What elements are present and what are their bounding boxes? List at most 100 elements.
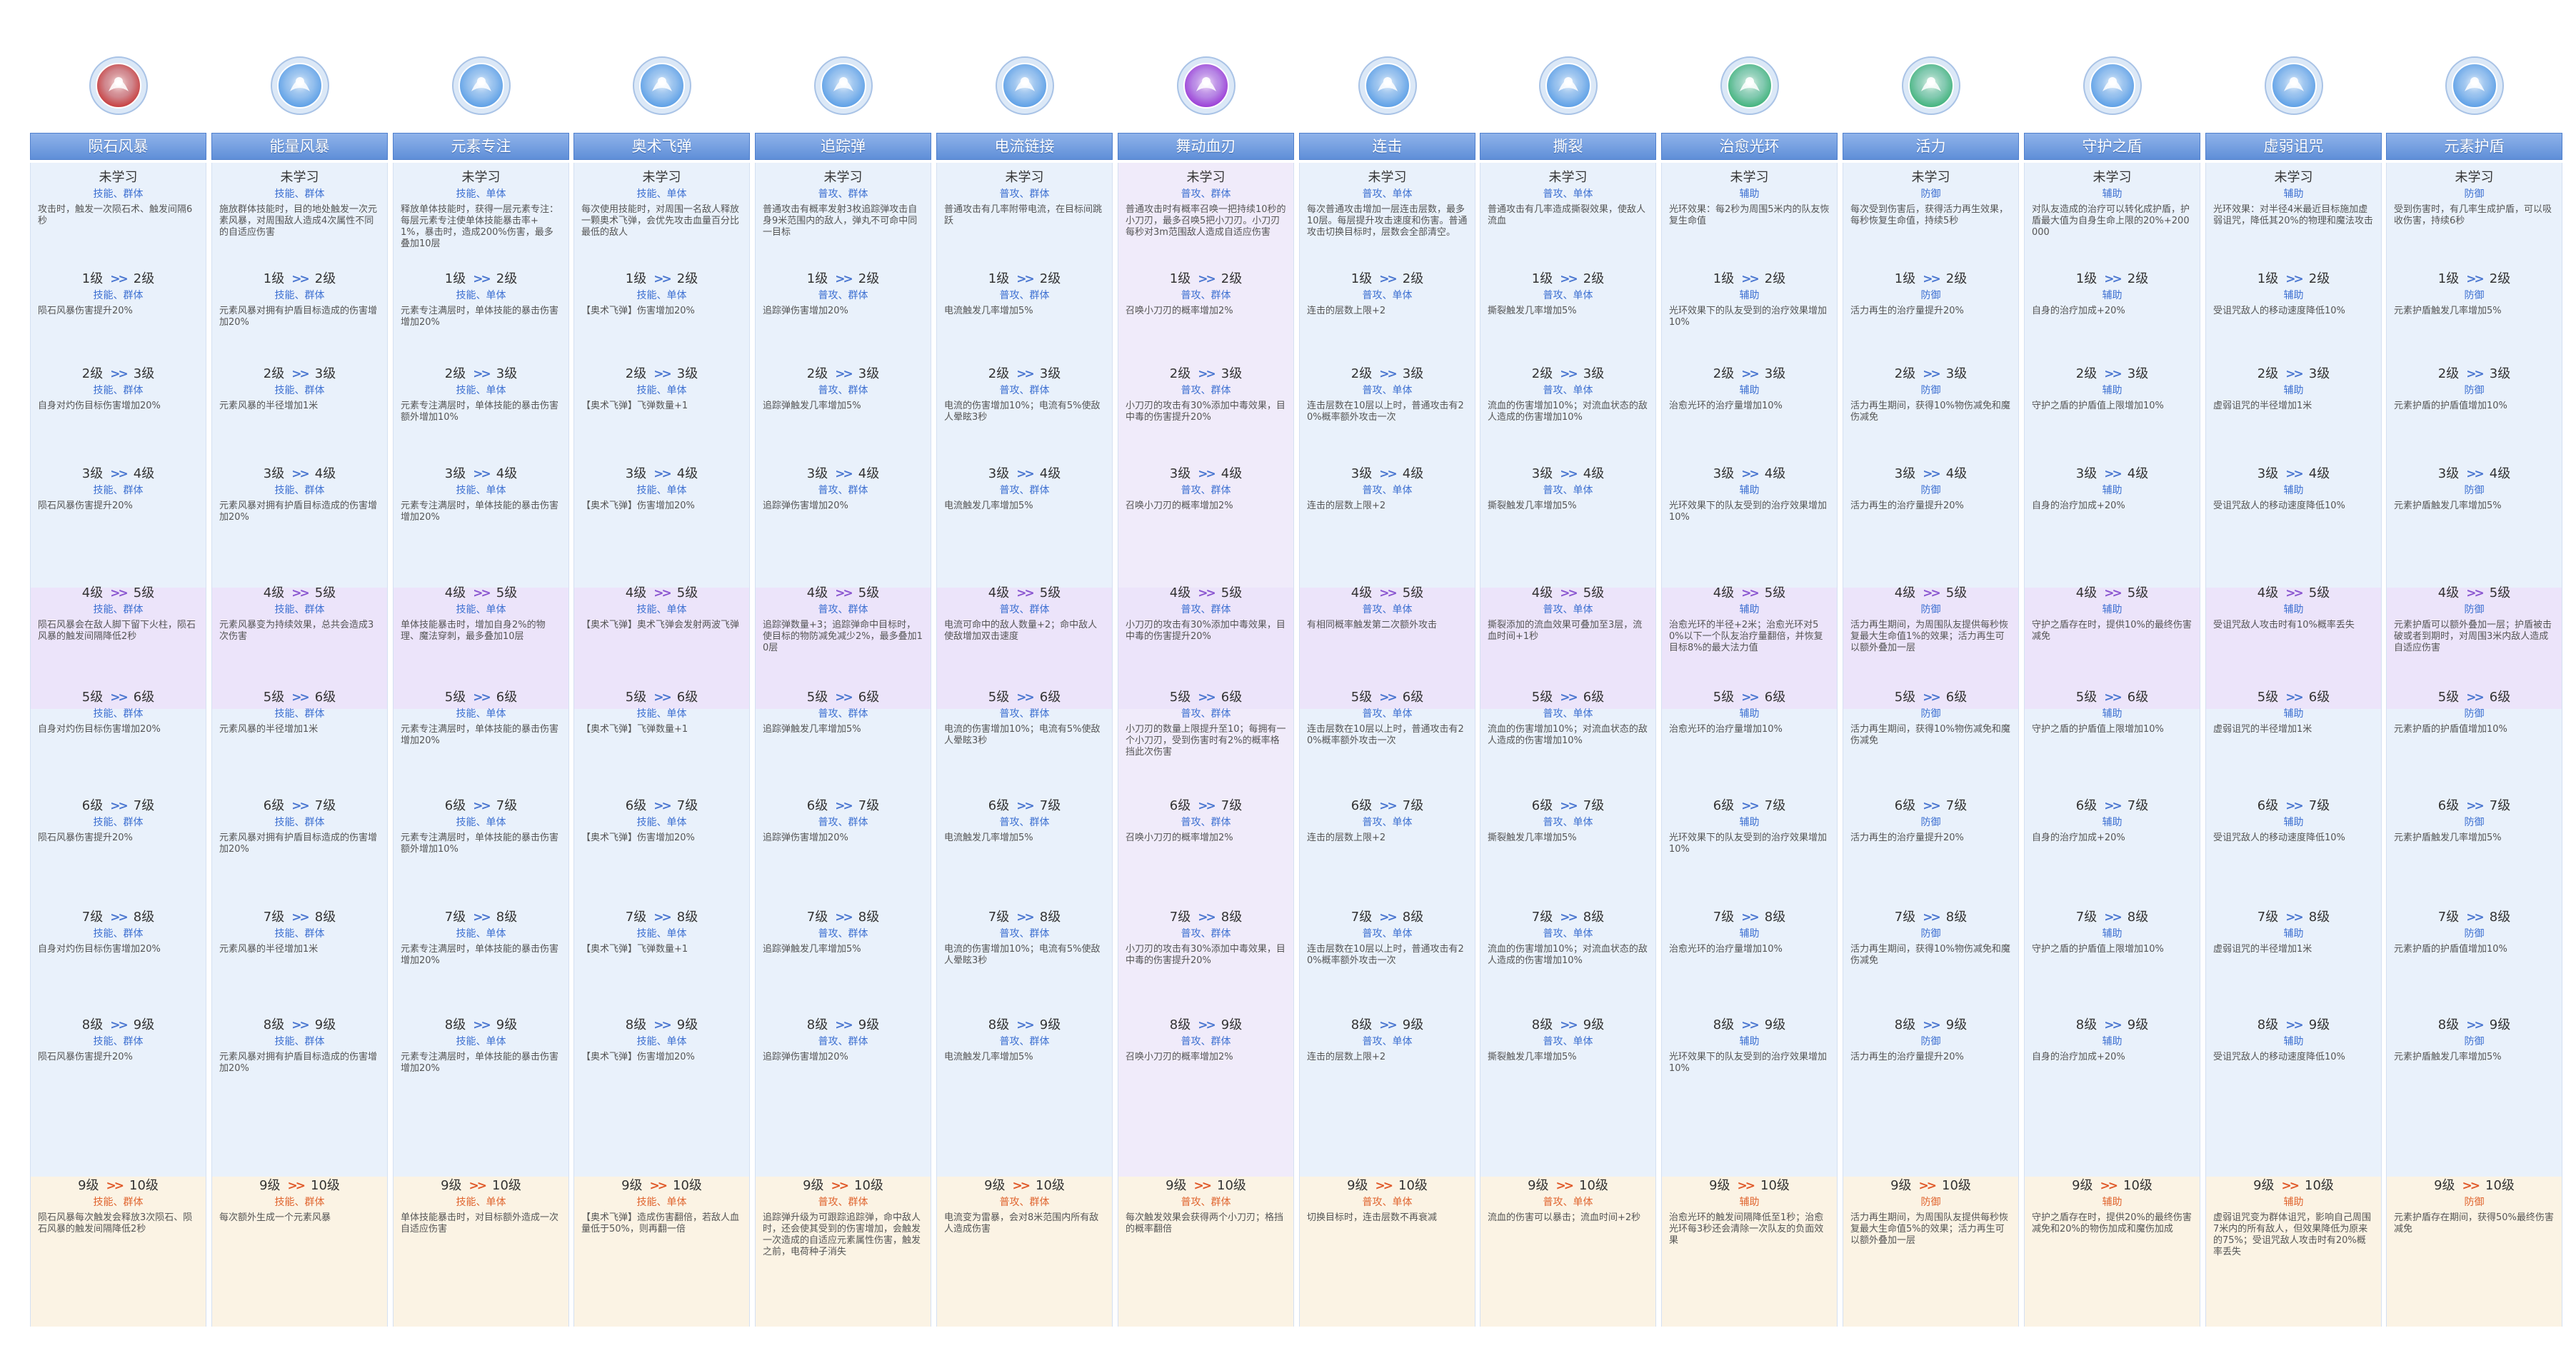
- upgrade-step: 2级 >> 3级 普攻、群体 追踪弹触发几率增加5%: [756, 365, 931, 412]
- upgrade-step: 5级 >> 6级 辅助 虚弱诅咒的半径增加1米: [2206, 688, 2381, 735]
- skill-icon-frame[interactable]: [1538, 56, 1598, 116]
- skill-icon-frame[interactable]: [2083, 56, 2143, 116]
- step-desc: 追踪弹伤害增加20%: [763, 306, 848, 316]
- double-chevron-right-icon: >>: [653, 910, 671, 925]
- base-desc: 释放单体技能时，获得一层元素专注：每层元素专注使单体技能暴击率+1%，暴击时，造…: [401, 204, 559, 249]
- tier-band-final: [1662, 1177, 1837, 1327]
- skill-icon-frame[interactable]: [1901, 56, 1961, 116]
- upgrade-step: 6级 >> 7级 技能、群体 元素风暴对拥有护盾目标造成的伤害增加20%: [212, 797, 387, 855]
- base-desc: 每次普通攻击增加一层连击层数，最多10层。每层提升攻击速度和伤害。普通攻击切换目…: [1307, 204, 1468, 238]
- double-chevron-right-icon: >>: [473, 272, 491, 286]
- upgrade-step: 8级 >> 9级 普攻、群体 电流触发几率增加5%: [937, 1016, 1112, 1063]
- upgrade-step: 2级 >> 3级 辅助 虚弱诅咒的半径增加1米: [2206, 365, 2381, 412]
- base-block: 未学习 技能、单体 每次使用技能时，对周围一名敌人释放一颗奥术飞弹，会优先攻击血…: [574, 169, 749, 238]
- element-shield-icon: [2445, 56, 2504, 115]
- step-tag: 防御: [2464, 604, 2485, 615]
- skill-card: 未学习 技能、单体 释放单体技能时，获得一层元素专注：每层元素专注使单体技能暴击…: [393, 163, 569, 1327]
- level-from: 1级: [263, 271, 285, 286]
- tier-band-final: [1843, 1177, 2018, 1327]
- step-desc: 治愈光环的治疗量增加10%: [1669, 401, 1783, 411]
- skill-icon-frame[interactable]: [451, 56, 511, 116]
- base-desc: 光环效果：对半径4米最近目标施加虚弱诅咒，降低其20%的物理和魔法攻击: [2213, 204, 2373, 226]
- upgrade-step: 3级 >> 4级 技能、群体 陨石风暴伤害提升20%: [31, 465, 206, 512]
- step-tag: 辅助: [2102, 485, 2123, 496]
- level-from: 8级: [988, 1017, 1010, 1032]
- skill-icon-frame[interactable]: [89, 56, 149, 116]
- base-tag: 辅助: [1739, 188, 1760, 200]
- double-chevron-right-icon: >>: [2285, 467, 2303, 481]
- tier-band-final: [2387, 1177, 2562, 1327]
- level-transition: 8级 >> 9级: [1118, 1016, 1293, 1035]
- skill-icon-frame[interactable]: [2445, 56, 2505, 116]
- level-from: 1级: [1531, 271, 1553, 286]
- step-desc: 受诅咒敌人攻击时有10%概率丢失: [2213, 620, 2355, 630]
- level-from: 3级: [444, 466, 466, 481]
- double-chevron-right-icon: >>: [106, 1179, 124, 1193]
- upgrade-step: 1级 >> 2级 防御 活力再生的治疗量提升20%: [1843, 270, 2018, 317]
- skill-column: 守护之盾 未学习 辅助 对队友造成的治疗可以转化成护盾，护盾最大值为自身生命上限…: [2024, 56, 2200, 1327]
- step-desc: 单体技能暴击时，增加自身2%的物理、魔法穿刺，最多叠加10层: [401, 620, 546, 642]
- step-tag: 普攻、群体: [818, 1197, 868, 1208]
- level-from: 8级: [2075, 1017, 2098, 1032]
- level-from: 2级: [625, 366, 647, 381]
- upgrade-step: 3级 >> 4级 技能、单体 【奥术飞弹】伤害增加20%: [574, 465, 749, 512]
- level-from: 9级: [621, 1178, 643, 1193]
- double-chevron-right-icon: >>: [468, 1179, 487, 1193]
- step-desc: 【奥术飞弹】伤害增加20%: [581, 833, 695, 843]
- step-desc: 流血的伤害增加10%；对流血状态的敌人造成的伤害增加10%: [1488, 724, 1648, 746]
- double-chevron-right-icon: >>: [291, 910, 309, 925]
- level-from: 6级: [1531, 798, 1553, 813]
- step-desc: 元素风暴的半径增加1米: [219, 724, 319, 735]
- level-from: 4级: [1350, 585, 1373, 600]
- skill-icon-frame[interactable]: [2264, 56, 2324, 116]
- skill-icon-frame[interactable]: [1176, 56, 1236, 116]
- upgrade-step: 8级 >> 9级 技能、群体 元素风暴对拥有护盾目标造成的伤害增加20%: [212, 1016, 387, 1075]
- double-chevron-right-icon: >>: [1560, 910, 1578, 925]
- upgrade-step: 6级 >> 7级 普攻、单体 撕裂触发几率增加5%: [1480, 797, 1655, 844]
- double-chevron-right-icon: >>: [2285, 367, 2303, 381]
- double-chevron-right-icon: >>: [2104, 586, 2122, 600]
- step-tag: 普攻、单体: [1543, 385, 1593, 396]
- skill-icon-frame[interactable]: [270, 56, 330, 116]
- double-chevron-right-icon: >>: [835, 467, 853, 481]
- step-tag: 技能、单体: [456, 1197, 506, 1208]
- step-desc: 光环效果下的队友受到的治疗效果增加10%: [1669, 1052, 1828, 1074]
- double-chevron-right-icon: >>: [1379, 467, 1397, 481]
- level-from: 3级: [1350, 466, 1373, 481]
- step-desc: 陨石风暴伤害提升20%: [38, 501, 133, 511]
- healing-aura-icon: [1720, 56, 1779, 115]
- skill-card: 未学习 普攻、群体 普通攻击有概率发射3枚追踪弹攻击自身9米范围内的敌人，弹丸不…: [755, 163, 931, 1327]
- step-tag: 普攻、群体: [818, 928, 868, 940]
- skill-icon-frame[interactable]: [1720, 56, 1780, 116]
- level-transition: 5级 >> 6级: [2387, 688, 2562, 707]
- skill-column: 活力 未学习 防御 每次受到伤害后，获得活力再生效果，每秒恢复生命值，持续5秒 …: [1843, 56, 2019, 1327]
- step-tag: 普攻、群体: [999, 817, 1050, 828]
- step-desc: 召唤小刀刃的概率增加2%: [1126, 833, 1233, 843]
- level-transition: 2级 >> 3级: [2387, 365, 2562, 383]
- double-chevron-right-icon: >>: [2466, 690, 2484, 705]
- level-to: 5级: [2489, 585, 2511, 600]
- skill-icon-frame[interactable]: [1358, 56, 1418, 116]
- upgrade-step: 6级 >> 7级 防御 活力再生的治疗量提升20%: [1843, 797, 2018, 844]
- level-from: 5级: [806, 690, 828, 705]
- step-tag: 技能、单体: [636, 817, 687, 828]
- step-desc: 【奥术飞弹】伤害增加20%: [581, 306, 695, 316]
- base-tag: 辅助: [2102, 188, 2123, 200]
- level-transition: 6级 >> 7级: [2387, 797, 2562, 815]
- level-transition: 2级 >> 3级: [1118, 365, 1293, 383]
- skill-icon-frame[interactable]: [632, 56, 692, 116]
- step-tag: 技能、单体: [456, 817, 506, 828]
- level-from: 4级: [263, 585, 285, 600]
- base-block: 未学习 普攻、群体 普通攻击有概率发射3枚追踪弹攻击自身9米范围内的敌人，弹丸不…: [756, 169, 931, 238]
- step-desc: 追踪弹触发几率增加5%: [763, 944, 861, 955]
- tier-band-final: [2025, 1177, 2200, 1327]
- level-to: 3级: [2489, 366, 2511, 381]
- step-desc: 流血的伤害增加10%；对流血状态的敌人造成的伤害增加10%: [1488, 401, 1648, 423]
- upgrade-step: 4级 >> 5级 普攻、群体 小刀刃的攻击有30%添加中毒效果，目中毒的伤害提升20…: [1118, 584, 1293, 643]
- base-desc: 每次受到伤害后，获得活力再生效果，每秒恢复生命值，持续5秒: [1850, 204, 2009, 226]
- skill-card: 未学习 辅助 对队友造成的治疗可以转化成护盾，护盾最大值为自身生命上限的20%+…: [2024, 163, 2200, 1327]
- double-chevron-right-icon: >>: [1741, 367, 1759, 381]
- skill-icon-frame[interactable]: [995, 56, 1055, 116]
- skill-icon-frame[interactable]: [813, 56, 873, 116]
- upgrade-step: 4级 >> 5级 辅助 治愈光环的半径+2米；治愈光环对50%以下一个队友治疗量翻倍…: [1662, 584, 1837, 654]
